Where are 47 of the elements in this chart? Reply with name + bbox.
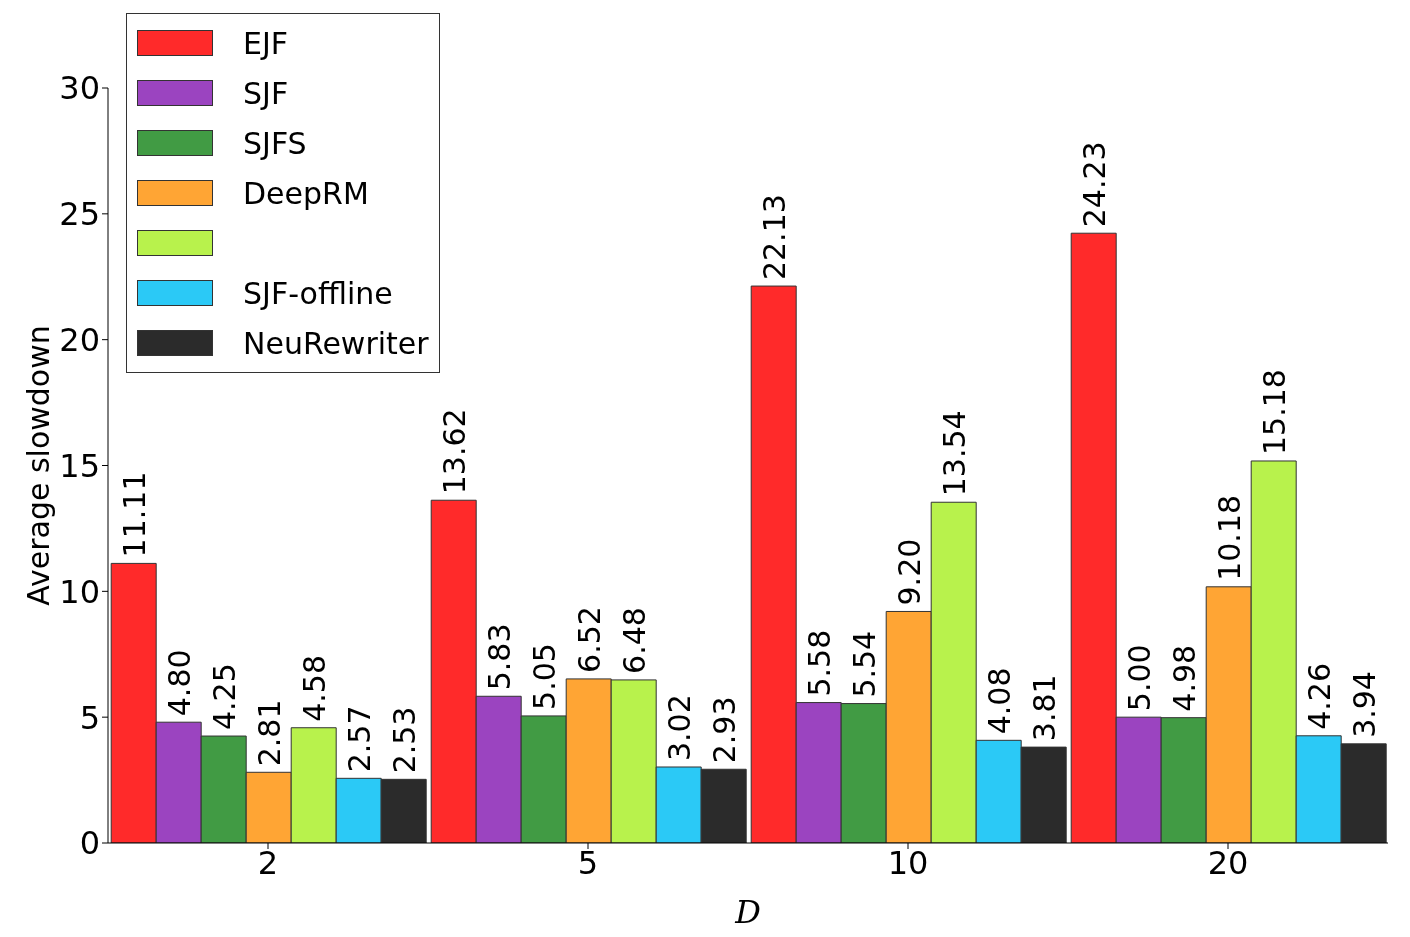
x-tick-label: 2 bbox=[257, 843, 279, 882]
data-label: 4.80 bbox=[161, 649, 197, 717]
data-label: 6.52 bbox=[571, 606, 607, 673]
x-axis-title: D bbox=[734, 893, 761, 931]
data-label: 2.81 bbox=[251, 699, 287, 767]
data-label: 4.98 bbox=[1166, 644, 1202, 712]
legend-label: DeepRM bbox=[243, 175, 369, 211]
data-label: 5.00 bbox=[1121, 644, 1157, 712]
data-label: 5.54 bbox=[846, 630, 882, 698]
data-label: 3.94 bbox=[1346, 671, 1382, 738]
data-label: 3.02 bbox=[661, 694, 697, 761]
data-label: 2.57 bbox=[341, 705, 377, 773]
data-label: 3.81 bbox=[1026, 674, 1062, 742]
data-label: 4.08 bbox=[981, 667, 1017, 735]
data-label: 6.48 bbox=[616, 607, 652, 674]
y-tick-label: 10 bbox=[59, 572, 100, 611]
y-tick-label: 20 bbox=[59, 321, 100, 360]
data-label: 4.26 bbox=[1301, 662, 1337, 730]
data-label: 13.54 bbox=[936, 410, 972, 497]
data-label: 9.20 bbox=[891, 538, 927, 606]
legend-label: SJF bbox=[243, 75, 289, 111]
y-tick-label: 25 bbox=[59, 195, 100, 234]
y-tick-label: 0 bbox=[79, 824, 100, 863]
y-tick-label: 30 bbox=[59, 69, 100, 108]
data-label: 5.58 bbox=[801, 629, 837, 697]
x-tick-label: 20 bbox=[1207, 843, 1249, 882]
x-tick-label: 10 bbox=[887, 843, 929, 882]
data-label: 15.18 bbox=[1256, 369, 1292, 455]
data-label: 4.58 bbox=[296, 654, 332, 722]
legend-label: NeuRewriter bbox=[243, 325, 429, 361]
data-label: 24.23 bbox=[1076, 141, 1112, 228]
data-label: 2.93 bbox=[706, 696, 742, 764]
legend-label: EJF bbox=[243, 25, 289, 61]
legend-label: SJFS bbox=[243, 125, 307, 161]
data-label: 5.83 bbox=[481, 623, 517, 691]
data-label: 22.13 bbox=[756, 194, 792, 281]
data-label: 11.11 bbox=[116, 471, 152, 558]
y-tick-label: 15 bbox=[59, 446, 100, 485]
legend-label: SJF-offline bbox=[243, 275, 393, 311]
y-axis-title: Average slowdown bbox=[20, 325, 56, 606]
data-label: 10.18 bbox=[1211, 494, 1247, 581]
data-label: 4.25 bbox=[206, 663, 242, 731]
data-label: 5.05 bbox=[526, 643, 562, 710]
y-tick-label: 5 bbox=[79, 698, 100, 737]
data-label: 13.62 bbox=[436, 408, 472, 495]
x-tick-label: 5 bbox=[577, 843, 599, 882]
data-label: 2.53 bbox=[386, 706, 422, 774]
